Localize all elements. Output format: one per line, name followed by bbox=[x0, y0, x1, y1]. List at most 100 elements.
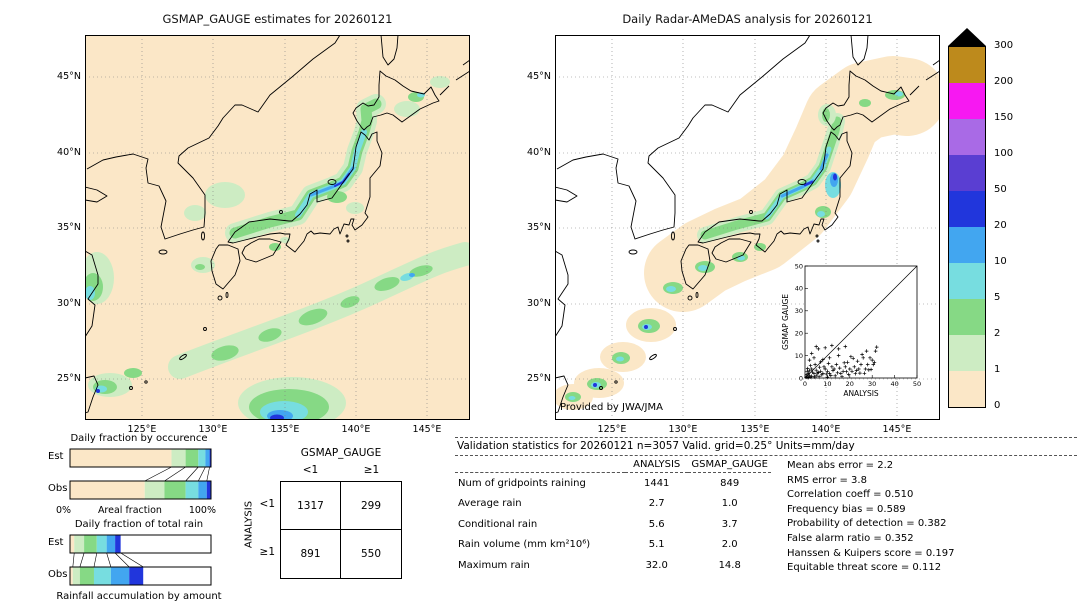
inset-xlabel: ANALYSIS bbox=[843, 389, 879, 398]
contingency-col-label: <1 bbox=[302, 464, 319, 476]
fraction-connector bbox=[206, 466, 210, 482]
contingency-row-label: <1 bbox=[259, 498, 275, 510]
lat-tick-label: 30°N bbox=[57, 298, 81, 309]
stats-label: Conditional rain bbox=[458, 518, 538, 530]
fraction-bar-segment bbox=[93, 567, 111, 585]
colorbar-tick-label: 200 bbox=[994, 76, 1014, 87]
colorbar-segment bbox=[949, 83, 985, 119]
fraction-connector bbox=[144, 466, 172, 482]
lon-tick-label: 135°E bbox=[270, 424, 300, 435]
stats-row: Average rain 2.7 1.0 bbox=[455, 494, 771, 515]
est-label: Est bbox=[48, 537, 64, 548]
accumulation-title: Rainfall accumulation by amount bbox=[56, 591, 222, 602]
obs-label: Obs bbox=[48, 569, 68, 580]
side-stat: Mean abs error = 2.2 bbox=[787, 460, 894, 471]
stats-value: 1441 bbox=[643, 477, 670, 489]
totalrain-bars-canvas bbox=[69, 534, 212, 586]
lon-tick-label: 130°E bbox=[198, 424, 228, 435]
lat-tick-label: 45°N bbox=[57, 71, 81, 82]
fraction-connector bbox=[198, 466, 206, 482]
fraction-bar-segment bbox=[120, 535, 211, 553]
colorbar-tick-label: 300 bbox=[994, 40, 1014, 51]
stats-row: Maximum rain 32.0 14.8 bbox=[455, 555, 771, 576]
occurrence-bars: Est Obs bbox=[48, 447, 230, 505]
colorbar-tick-label: 10 bbox=[994, 256, 1007, 267]
stats-col-gsmap: GSMAP_GAUGE bbox=[688, 457, 771, 473]
totalrain-bars: Est Obs bbox=[48, 533, 230, 591]
lat-tick-label: 30°N bbox=[527, 298, 551, 309]
colorbar-segment bbox=[949, 263, 985, 299]
side-stat: Frequency bias = 0.589 bbox=[787, 503, 906, 515]
fraction-connector bbox=[106, 552, 112, 568]
fraction-bar-segment bbox=[110, 567, 130, 585]
fraction-connector bbox=[185, 466, 199, 482]
inset-x-tick-label: 50 bbox=[913, 380, 921, 388]
fraction-connector bbox=[114, 552, 130, 568]
lon-tick-label: 135°E bbox=[740, 424, 770, 435]
fraction-bar-segment bbox=[209, 449, 211, 467]
axis-title: Areal fraction bbox=[97, 505, 162, 516]
fraction-bar-segment bbox=[198, 481, 207, 499]
fraction-connector bbox=[79, 552, 85, 568]
stats-label: Maximum rain bbox=[458, 559, 530, 571]
scatter-inset: 0 10 20 30 40 50 0 10 20 30 40 50 ANALYSIS GSMAP GA… bbox=[781, 262, 921, 398]
colorbar: 300 200 150 100 50 20 10 5 2 1 0 bbox=[948, 28, 1040, 411]
lon-tick-label: 140°E bbox=[811, 424, 841, 435]
lon-tick-label: 145°E bbox=[882, 424, 912, 435]
stats-label: Average rain bbox=[458, 498, 522, 510]
colorbar-segments bbox=[948, 46, 986, 408]
inset-x-tick-label: 40 bbox=[890, 380, 898, 388]
inset-x-tick-label: 30 bbox=[868, 380, 876, 388]
inset-y-tick-label: 40 bbox=[795, 285, 803, 293]
axis-max-label: 100% bbox=[188, 505, 216, 516]
lat-tick-label: 40°N bbox=[527, 147, 551, 158]
contingency-cell: 1317 bbox=[281, 482, 341, 530]
fraction-connector bbox=[72, 552, 75, 568]
fraction-bar-segment bbox=[171, 449, 186, 467]
right-map: 0 10 20 30 40 50 0 10 20 30 40 50 ANALYSIS GSMAP GA… bbox=[527, 35, 940, 435]
side-stat: False alarm ratio = 0.352 bbox=[787, 532, 914, 544]
stats-corner bbox=[455, 457, 625, 473]
est-label: Est bbox=[48, 451, 64, 462]
fraction-bar-segment bbox=[198, 449, 206, 467]
contingency-cell: 891 bbox=[281, 530, 341, 578]
map-border bbox=[85, 35, 470, 420]
side-stat: RMS error = 3.8 bbox=[787, 474, 867, 486]
stats-value: 849 bbox=[720, 477, 740, 489]
contingency-table: GSMAP_GAUGE <1 ≥1 ANALYSIS <1 ≥1 1317 29… bbox=[235, 447, 417, 599]
fraction-bar-segment bbox=[205, 449, 210, 467]
colorbar-segment bbox=[949, 335, 985, 371]
colorbar-segment bbox=[949, 299, 985, 335]
stats-label: Num of gridpoints raining bbox=[458, 477, 586, 489]
inset-y-tick-label: 0 bbox=[799, 374, 803, 382]
colorbar-tick-label: 2 bbox=[994, 328, 1001, 339]
contingency-title: GSMAP_GAUGE bbox=[300, 447, 382, 459]
side-stat: Equitable threat score = 0.112 bbox=[787, 562, 942, 574]
contingency-grid: 1317 299 891 550 bbox=[280, 481, 402, 579]
stats-value: 2.0 bbox=[721, 539, 738, 551]
lon-tick-label: 140°E bbox=[341, 424, 371, 435]
inset-x-tick-label: 10 bbox=[823, 380, 831, 388]
fraction-bar-segment bbox=[185, 449, 199, 467]
fraction-bar-segment bbox=[143, 567, 211, 585]
stats-value: 3.7 bbox=[721, 518, 738, 530]
stats-row: Conditional rain 5.6 3.7 bbox=[455, 514, 771, 535]
colorbar-tick-label: 5 bbox=[994, 292, 1001, 303]
stats-value: 32.0 bbox=[645, 559, 668, 571]
fraction-bar-segment bbox=[144, 481, 165, 499]
colorbar-segment bbox=[949, 155, 985, 191]
areal-fraction-axis: 0% Areal fraction 100% bbox=[56, 505, 216, 519]
totalrain-title: Daily fraction of total rain bbox=[74, 519, 204, 530]
right-map-title: Daily Radar-AMeDAS analysis for 20260121 bbox=[622, 12, 873, 26]
colorbar-tick-label: 50 bbox=[994, 184, 1007, 195]
stats-table: ANALYSIS GSMAP_GAUGE Num of gridpoints r… bbox=[455, 457, 771, 576]
fraction-bar-segment bbox=[70, 481, 145, 499]
colorbar-tick-label: 1 bbox=[994, 364, 1001, 375]
fraction-bar-segment bbox=[206, 481, 211, 499]
side-stat: Probability of detection = 0.382 bbox=[787, 518, 947, 530]
side-stat: Correlation coeff = 0.510 bbox=[787, 489, 914, 501]
stats-title: Validation statistics for 20260121 n=305… bbox=[455, 437, 1077, 456]
fraction-bar-segment bbox=[185, 481, 199, 499]
fraction-panels: Daily fraction by occurence Est Obs 0% A… bbox=[48, 433, 230, 605]
